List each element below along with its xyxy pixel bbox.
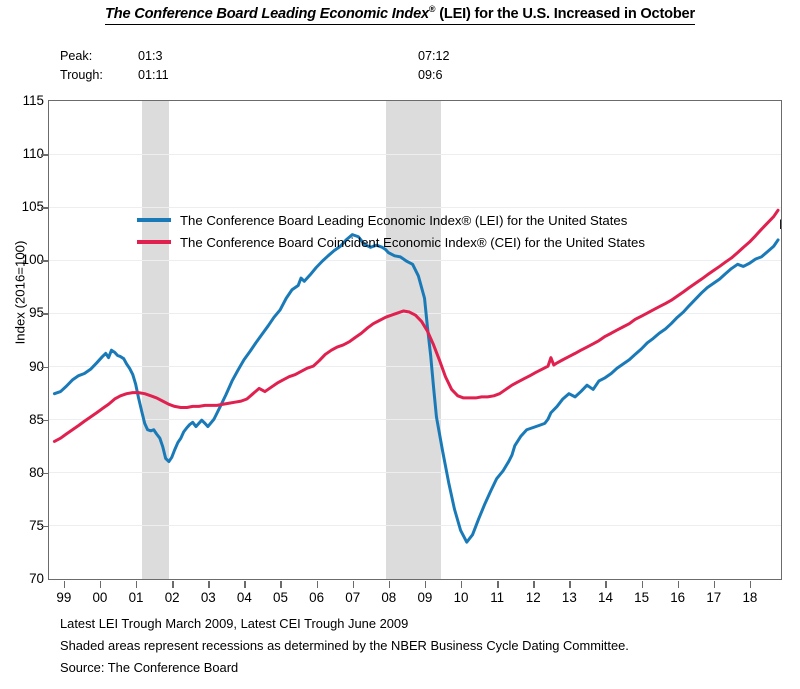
cycle-trough-value-1: 01:11 <box>138 68 169 82</box>
y-axis-tick-mark <box>41 472 48 474</box>
x-axis-tick-mark <box>172 581 174 588</box>
x-axis-tick-mark <box>677 581 680 588</box>
x-axis-tick-label: 00 <box>92 590 108 605</box>
x-axis-tick-mark <box>749 581 752 588</box>
registered-mark-icon: ® <box>428 4 436 14</box>
x-axis-tick-label: 05 <box>273 590 288 605</box>
y-axis-tick-label: 80 <box>29 464 44 480</box>
legend-swatch-cei <box>137 240 171 244</box>
y-axis-tick-label: 95 <box>29 305 44 321</box>
legend: The Conference Board Leading Economic In… <box>137 209 737 253</box>
y-axis-tick-label: 100 <box>21 252 44 268</box>
x-axis-tick-mark <box>569 581 571 588</box>
gridline <box>49 260 781 262</box>
cycle-peak-row: Peak: 01:3 07:12 <box>60 49 560 67</box>
legend-item-lei: The Conference Board Leading Economic In… <box>137 209 737 231</box>
x-axis-tick-mark <box>388 581 391 588</box>
x-axis-tick-mark <box>280 581 282 588</box>
recession-band-1 <box>141 101 169 579</box>
x-axis-tick-label: 10 <box>453 590 469 605</box>
series-annotation-lei: LEI <box>779 217 781 232</box>
x-axis-tick-label: 13 <box>561 590 577 605</box>
x-axis-tick-label: 15 <box>634 590 650 605</box>
gridline <box>49 472 781 474</box>
x-axis-tick-mark <box>713 581 716 588</box>
x-axis-tick-mark <box>605 581 607 588</box>
x-axis-tick-label: 04 <box>236 590 252 605</box>
x-axis-tick-label: 07 <box>345 590 361 605</box>
x-axis-tick-mark <box>533 581 535 588</box>
x-axis-tick-mark <box>424 581 427 588</box>
x-axis-tick-mark <box>99 581 102 588</box>
gridline <box>49 525 781 527</box>
x-axis-tick-mark <box>244 581 246 588</box>
y-axis-tick-mark <box>41 419 48 421</box>
x-axis-tick-label: 06 <box>309 590 325 605</box>
cycle-trough-row: Trough: 01:11 09:6 <box>60 68 560 86</box>
y-axis-tick-label: 110 <box>22 146 44 162</box>
legend-item-cei: The Conference Board Coincident Economic… <box>137 231 737 253</box>
y-axis-tick-label: 90 <box>29 358 44 374</box>
y-axis-tick-label: 85 <box>29 411 44 427</box>
y-axis-tick-label: 115 <box>22 93 44 109</box>
plot-area: The Conference Board Leading Economic In… <box>48 100 782 580</box>
gridline <box>49 419 781 421</box>
x-axis-tick-label: 01 <box>128 590 144 605</box>
x-axis-tick-mark <box>461 581 463 588</box>
legend-label-cei: The Conference Board Coincident Economic… <box>180 234 645 250</box>
gridline <box>49 207 781 209</box>
x-axis-tick-mark <box>497 581 499 588</box>
y-axis-tick-mark <box>41 207 48 209</box>
x-axis-tick-mark <box>208 581 210 588</box>
y-axis-tick-label: 70 <box>29 570 44 586</box>
gridline <box>49 366 781 368</box>
x-axis-tick-label: 99 <box>56 590 72 605</box>
x-axis-tick-mark <box>63 581 66 588</box>
y-axis-tick-mark <box>41 525 48 527</box>
cycle-trough-value-2: 09:6 <box>418 68 443 82</box>
x-axis-tick-label: 03 <box>200 590 216 605</box>
y-axis-tick-mark <box>41 154 48 156</box>
page-title: The Conference Board Leading Economic In… <box>0 4 800 25</box>
page-title-italic: The Conference Board Leading Economic In… <box>105 5 429 22</box>
x-axis-tick-label: 17 <box>706 590 722 605</box>
x-axis-tick-mark <box>136 581 138 588</box>
y-axis-tick-mark <box>41 260 48 262</box>
series-line-cei <box>52 208 780 443</box>
x-axis-tick-mark <box>352 581 355 588</box>
x-axis-tick-mark <box>316 581 318 588</box>
cycle-trough-label: Trough: <box>60 68 103 82</box>
y-axis-tick-mark <box>41 313 48 315</box>
x-axis-tick-mark <box>641 581 643 588</box>
series-lines <box>52 208 780 544</box>
legend-label-lei: The Conference Board Leading Economic In… <box>180 212 628 228</box>
page-title-text: The Conference Board Leading Economic In… <box>105 4 695 25</box>
cycle-peak-value-2: 07:12 <box>418 49 450 63</box>
footnote-source: Source: The Conference Board <box>60 660 239 675</box>
x-axis-tick-label: 11 <box>490 590 505 605</box>
legend-swatch-lei <box>137 218 171 222</box>
y-axis-tick-label: 105 <box>21 199 44 215</box>
x-axis-tick-label: 09 <box>417 590 433 605</box>
x-axis-tick-label: 16 <box>670 590 686 605</box>
x-axis-tick-label: 12 <box>525 590 541 605</box>
series-line-lei <box>52 233 780 544</box>
x-axis-tick-label: 08 <box>381 590 397 605</box>
cycle-peak-label: Peak: <box>60 49 93 63</box>
footnote-shaded-areas: Shaded areas represent recessions as det… <box>60 638 629 653</box>
cycle-peak-value-1: 01:3 <box>138 49 163 63</box>
y-axis-tick-label: 75 <box>29 517 44 533</box>
x-axis-tick-label: 02 <box>164 590 180 605</box>
gridline <box>49 154 781 156</box>
y-axis-tick-mark <box>41 366 48 368</box>
x-axis-tick-label: 18 <box>742 590 758 605</box>
footnote-trough-dates: Latest LEI Trough March 2009, Latest CEI… <box>60 616 409 631</box>
page-title-rest: (LEI) for the U.S. Increased in October <box>435 5 695 22</box>
x-axis-tick-label: 14 <box>598 590 613 605</box>
